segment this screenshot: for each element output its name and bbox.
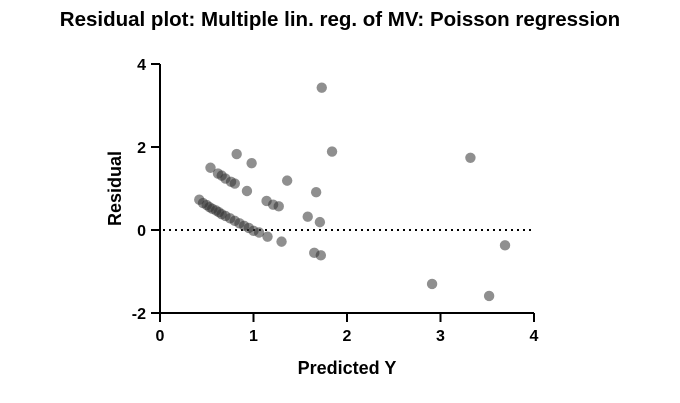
data-point — [276, 236, 287, 247]
data-point — [231, 148, 242, 160]
y-tick-label: 0 — [137, 223, 146, 240]
data-point — [253, 227, 265, 238]
data-point — [316, 82, 327, 93]
data-point — [314, 216, 326, 228]
x-tick-label: 3 — [436, 328, 445, 345]
data-point — [326, 146, 338, 157]
axes: -2 0 2 4 0 1 2 3 4 — [132, 57, 539, 345]
data-point — [465, 152, 476, 163]
data-point — [426, 278, 438, 290]
data-point — [205, 162, 216, 173]
data-point — [310, 187, 322, 198]
data-point — [262, 231, 273, 242]
x-axis-title: Predicted Y — [298, 358, 397, 378]
data-point — [246, 157, 257, 169]
data-points — [194, 82, 511, 302]
data-point — [273, 201, 284, 212]
data-point — [241, 185, 253, 197]
data-point — [499, 240, 511, 251]
x-tick-label: 4 — [530, 328, 539, 345]
data-point — [229, 178, 240, 189]
y-tick-label: 4 — [137, 57, 146, 74]
data-point — [315, 250, 327, 261]
x-tick-label: 0 — [156, 328, 165, 345]
y-tick-label: 2 — [137, 140, 146, 157]
data-point — [302, 211, 313, 222]
y-axis-title: Residual — [105, 151, 125, 226]
x-tick-label: 1 — [249, 328, 258, 345]
data-point — [483, 290, 495, 302]
data-point — [281, 175, 293, 186]
chart-title: Residual plot: Multiple lin. reg. of MV:… — [59, 8, 621, 31]
x-tick-label: 2 — [343, 328, 352, 345]
y-tick-label: -2 — [132, 306, 146, 323]
